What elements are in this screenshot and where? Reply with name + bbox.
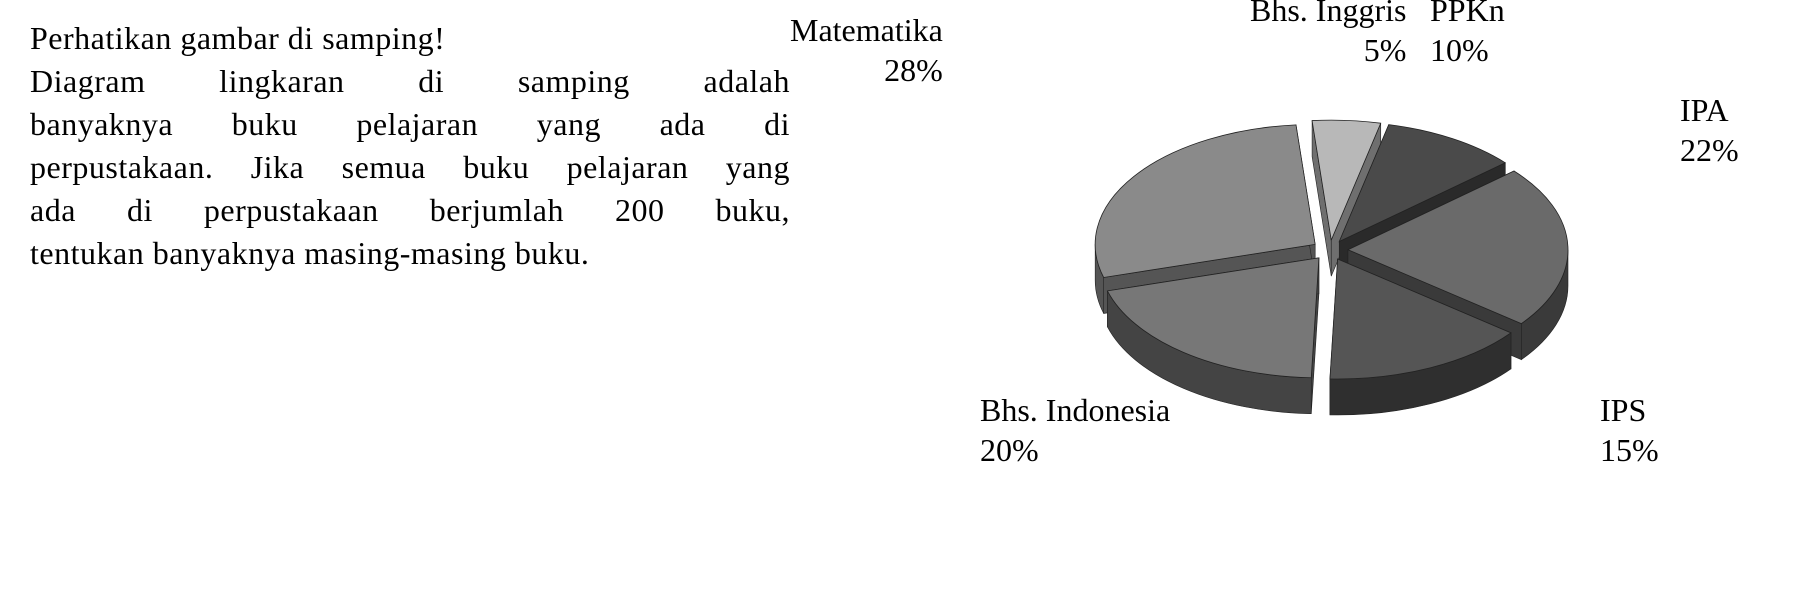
label-bhs-inggris: Bhs. Inggris 5% xyxy=(1250,0,1406,70)
label-text: Bhs. Inggris xyxy=(1250,0,1406,28)
label-text: Matematika xyxy=(790,12,943,48)
question-line: Perhatikan gambar di samping! xyxy=(30,20,790,57)
label-percent: 28% xyxy=(884,52,943,88)
label-text: IPA xyxy=(1680,92,1729,128)
label-percent: 22% xyxy=(1680,132,1739,168)
question-line: perpustakaan. Jika semua buku pelajaran … xyxy=(30,149,790,186)
label-percent: 10% xyxy=(1430,32,1489,68)
label-percent: 15% xyxy=(1600,432,1659,468)
question-line: ada di perpustakaan berjumlah 200 buku, xyxy=(30,192,790,229)
label-percent: 20% xyxy=(980,432,1039,468)
label-ips: IPS 15% xyxy=(1600,390,1659,470)
label-text: PPKn xyxy=(1430,0,1505,28)
label-ipa: IPA 22% xyxy=(1680,90,1739,170)
label-text: IPS xyxy=(1600,392,1646,428)
question-text-block: Perhatikan gambar di samping! Diagram li… xyxy=(0,0,800,596)
label-matematika: Matematika 28% xyxy=(790,10,943,90)
chart-area: Bhs. Inggris 5% PPKn 10% IPA 22% IPS 15%… xyxy=(800,0,1796,596)
label-bhs-indonesia: Bhs. Indonesia 20% xyxy=(980,390,1170,470)
label-text: Bhs. Indonesia xyxy=(980,392,1170,428)
label-ppkn: PPKn 10% xyxy=(1430,0,1505,70)
question-line: Diagram lingkaran di samping adalah xyxy=(30,63,790,100)
question-line: banyaknya buku pelajaran yang ada di xyxy=(30,106,790,143)
label-percent: 5% xyxy=(1364,32,1407,68)
question-line: tentukan banyaknya masing-masing buku. xyxy=(30,235,790,272)
